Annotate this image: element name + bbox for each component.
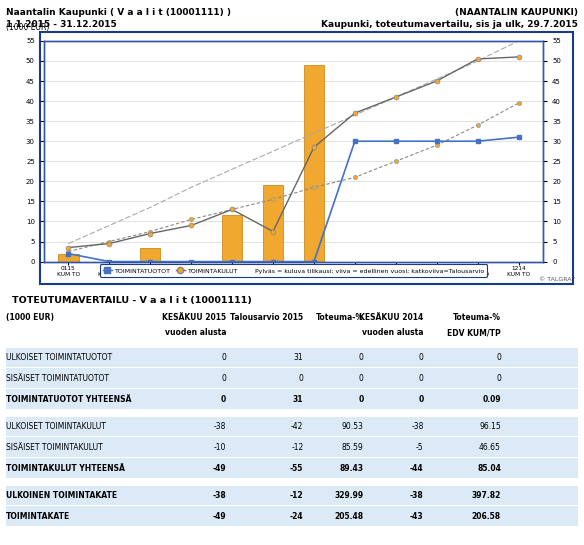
Text: ULKOISET TOIMINTATUOTOT: ULKOISET TOIMINTATUOTOT (6, 353, 112, 362)
Text: KESÄKUU 2015: KESÄKUU 2015 (162, 313, 226, 322)
Text: TOIMINTAKULUT YHTEENSÄ: TOIMINTAKULUT YHTEENSÄ (6, 464, 125, 473)
Text: TOTEUTUMAVERTAILU - V a a l i t (10001111): TOTEUTUMAVERTAILU - V a a l i t (1000111… (12, 296, 252, 305)
Text: 0: 0 (221, 395, 226, 404)
Text: EDV KUM/TP: EDV KUM/TP (447, 328, 501, 337)
FancyBboxPatch shape (6, 389, 578, 409)
Bar (140, 247, 161, 262)
Text: -42: -42 (291, 422, 304, 431)
Text: TOIMINTAKATE: TOIMINTAKATE (6, 512, 70, 521)
Bar (263, 185, 283, 262)
Text: -49: -49 (213, 512, 226, 521)
FancyBboxPatch shape (6, 506, 578, 526)
Text: -43: -43 (410, 512, 423, 521)
Text: 0: 0 (496, 374, 501, 383)
Text: Talousarvio 2015: Talousarvio 2015 (230, 313, 304, 322)
Text: 0: 0 (496, 353, 501, 362)
Text: vuoden alusta: vuoden alusta (165, 328, 226, 337)
Text: 0: 0 (359, 353, 363, 362)
Text: 1.1.2015 - 31.12.2015: 1.1.2015 - 31.12.2015 (6, 20, 117, 29)
Text: 0.09: 0.09 (482, 395, 501, 404)
Text: 0: 0 (221, 374, 226, 383)
FancyBboxPatch shape (6, 438, 578, 457)
Text: Naantalin Kaupunki ( V a a l i t (10001111) ): Naantalin Kaupunki ( V a a l i t (100011… (6, 8, 231, 17)
Text: -38: -38 (213, 491, 226, 500)
Text: 0: 0 (359, 374, 363, 383)
Text: -38: -38 (411, 422, 423, 431)
Text: -44: -44 (410, 464, 423, 473)
FancyBboxPatch shape (6, 416, 578, 436)
Text: 0: 0 (419, 353, 423, 362)
Text: -49: -49 (213, 464, 226, 473)
Text: SISÄISET TOIMINTAKULUT: SISÄISET TOIMINTAKULUT (6, 443, 103, 452)
FancyBboxPatch shape (6, 458, 578, 477)
Bar (304, 65, 324, 262)
Text: ULKOISET TOIMINTAKULUT: ULKOISET TOIMINTAKULUT (6, 422, 106, 431)
Text: vuoden alusta: vuoden alusta (362, 328, 423, 337)
Text: TOIMINTATUOTOT YHTEENSÄ: TOIMINTATUOTOT YHTEENSÄ (6, 395, 131, 404)
Text: 89.43: 89.43 (339, 464, 363, 473)
FancyBboxPatch shape (6, 486, 578, 505)
Text: 85.59: 85.59 (342, 443, 363, 452)
Text: 0: 0 (359, 395, 363, 404)
Text: Kaupunki, toteutumavertailu, sis ja ulk, 29.7.2015: Kaupunki, toteutumavertailu, sis ja ulk,… (321, 20, 578, 29)
Text: 90.53: 90.53 (342, 422, 363, 431)
Text: (1000 EUR): (1000 EUR) (6, 313, 54, 322)
FancyBboxPatch shape (6, 368, 578, 387)
Text: 205.48: 205.48 (335, 512, 363, 521)
Text: 0: 0 (221, 353, 226, 362)
Text: -38: -38 (214, 422, 226, 431)
Text: -12: -12 (290, 491, 304, 500)
Text: 31: 31 (293, 395, 304, 404)
Text: 85.04: 85.04 (477, 464, 501, 473)
Legend: TOIMINTATUOTOT, TOIMINTAKULUT, Pylväs = kuluva tilikausi; viiva = edellinen vuos: TOIMINTATUOTOT, TOIMINTAKULUT, Pylväs = … (100, 264, 487, 277)
Text: 0: 0 (298, 374, 304, 383)
Bar (58, 253, 79, 262)
Text: © TALGRAF: © TALGRAF (539, 277, 575, 282)
Text: Toteuma-%: Toteuma-% (453, 313, 501, 322)
Text: -10: -10 (214, 443, 226, 452)
Text: (1000 EUR): (1000 EUR) (6, 23, 50, 32)
Text: 329.99: 329.99 (335, 491, 363, 500)
Text: -5: -5 (416, 443, 423, 452)
Text: 0: 0 (418, 395, 423, 404)
Text: 96.15: 96.15 (479, 422, 501, 431)
Text: SISÄISET TOIMINTATUOTOT: SISÄISET TOIMINTATUOTOT (6, 374, 109, 383)
Text: KESÄKUU 2014: KESÄKUU 2014 (359, 313, 423, 322)
Text: 0: 0 (419, 374, 423, 383)
Text: -24: -24 (290, 512, 304, 521)
Bar (222, 215, 242, 262)
Text: 397.82: 397.82 (471, 491, 501, 500)
Text: 46.65: 46.65 (479, 443, 501, 452)
Text: -55: -55 (290, 464, 304, 473)
Text: 31: 31 (294, 353, 304, 362)
Text: -38: -38 (410, 491, 423, 500)
Text: ULKOINEN TOIMINTAKATE: ULKOINEN TOIMINTAKATE (6, 491, 117, 500)
Text: Toteuma-%: Toteuma-% (315, 313, 363, 322)
Text: (NAANTALIN KAUPUNKI): (NAANTALIN KAUPUNKI) (455, 8, 578, 17)
Text: 206.58: 206.58 (472, 512, 501, 521)
Text: -12: -12 (291, 443, 304, 452)
FancyBboxPatch shape (6, 348, 578, 367)
